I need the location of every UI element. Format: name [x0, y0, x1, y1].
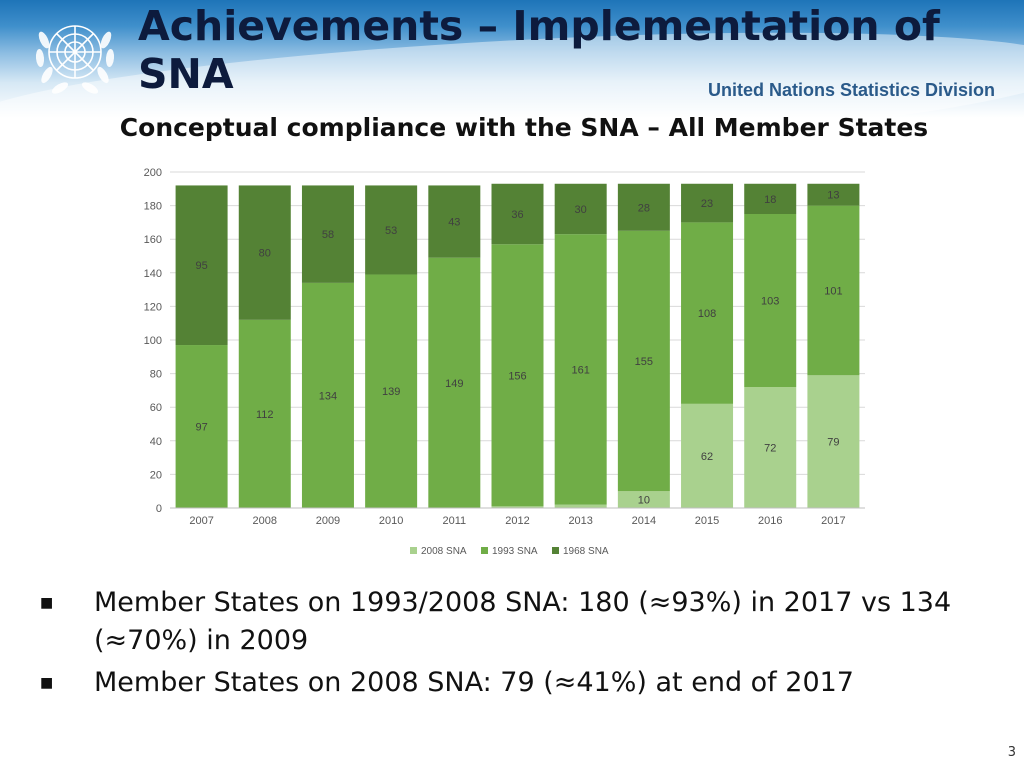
data-label: 28	[638, 202, 650, 214]
data-label: 30	[575, 204, 587, 216]
x-tick-label: 2016	[758, 515, 782, 527]
chart-title: Conceptual compliance with the SNA – All…	[119, 113, 929, 142]
y-tick-label: 120	[144, 301, 162, 313]
y-tick-label: 180	[144, 201, 162, 213]
y-tick-label: 0	[156, 503, 162, 515]
bar-1993-sna	[175, 345, 228, 508]
data-label: 36	[511, 209, 523, 221]
data-label: 134	[319, 390, 337, 402]
bar-1993-sna	[554, 234, 607, 505]
x-tick-label: 2012	[505, 515, 529, 527]
data-label: 13	[827, 190, 839, 202]
bullet-square-icon: ■	[40, 595, 54, 611]
data-label: 10	[638, 495, 650, 507]
bar-1993-sna	[807, 205, 860, 376]
bar-1993-sna	[238, 319, 291, 508]
bar-1968-sna	[428, 185, 481, 258]
bar-1968-sna	[491, 183, 544, 245]
bar-1968-sna	[681, 183, 734, 223]
y-tick-label: 20	[150, 469, 162, 481]
data-label: 53	[385, 225, 397, 237]
x-tick-label: 2007	[189, 515, 213, 527]
data-label: 43	[448, 217, 460, 229]
bar-1968-sna	[301, 185, 354, 283]
bar-1968-sna	[807, 183, 860, 206]
legend-label: 1993 SNA	[492, 546, 538, 557]
data-label: 139	[382, 386, 400, 398]
bar-1993-sna	[491, 244, 544, 507]
x-tick-label: 2011	[442, 515, 466, 527]
y-tick-label: 200	[144, 167, 162, 179]
header-band	[0, 0, 1024, 118]
bar-1993-sna	[428, 257, 481, 508]
data-label: 79	[827, 437, 839, 449]
data-label: 103	[761, 296, 779, 308]
legend-label: 1968 SNA	[563, 546, 609, 557]
bar-2008-sna	[554, 504, 607, 508]
bar-1993-sna	[744, 214, 797, 388]
bullet-item: ■ Member States on 1993/2008 SNA: 180 (≈…	[40, 584, 1010, 660]
data-label: 97	[195, 422, 207, 434]
bar-2008-sna	[491, 506, 544, 508]
y-tick-label: 40	[150, 436, 162, 448]
data-label: 23	[701, 198, 713, 210]
y-tick-label: 100	[144, 335, 162, 347]
bar-1993-sna	[365, 274, 418, 508]
legend-swatch	[481, 547, 488, 554]
organization-name: United Nations Statistics Division	[708, 80, 996, 100]
data-label: 18	[764, 194, 776, 206]
bullet-text: Member States on 2008 SNA: 79 (≈41%) at …	[94, 667, 854, 698]
y-tick-label: 160	[144, 234, 162, 246]
x-tick-label: 2015	[695, 515, 719, 527]
y-tick-label: 60	[150, 402, 162, 414]
data-label: 62	[701, 451, 713, 463]
bar-1993-sna	[617, 230, 670, 492]
bullet-item: ■ Member States on 2008 SNA: 79 (≈41%) a…	[40, 664, 1010, 702]
slide-title: Achievements – Implementation of SNA	[138, 2, 940, 98]
data-label: 112	[256, 409, 274, 421]
data-label: 58	[322, 229, 334, 241]
data-label: 149	[445, 378, 463, 390]
bullet-square-icon: ■	[40, 675, 54, 691]
bullet-text: Member States on 1993/2008 SNA: 180 (≈93…	[94, 587, 952, 656]
bar-2008-sna	[617, 491, 670, 508]
un-emblem-icon	[35, 25, 115, 94]
data-label: 155	[635, 356, 653, 368]
bar-2008-sna	[807, 375, 860, 508]
x-tick-label: 2009	[316, 515, 340, 527]
bar-1993-sna	[681, 222, 734, 404]
bar-1968-sna	[744, 183, 797, 214]
bar-1968-sna	[554, 183, 607, 235]
data-label: 161	[572, 364, 590, 376]
data-label: 101	[824, 285, 842, 297]
y-tick-label: 80	[150, 369, 162, 381]
bar-1968-sna	[175, 185, 228, 346]
bar-1968-sna	[238, 185, 291, 320]
x-tick-label: 2010	[379, 515, 403, 527]
legend-label: 2008 SNA	[421, 546, 467, 557]
data-label: 72	[764, 443, 776, 455]
legend-swatch	[410, 547, 417, 554]
bar-1968-sna	[365, 185, 418, 275]
x-tick-label: 2014	[632, 515, 656, 527]
bar-2008-sna	[744, 387, 797, 508]
bullet-list: ■ Member States on 1993/2008 SNA: 180 (≈…	[40, 584, 1010, 706]
bar-1968-sna	[617, 183, 670, 231]
data-label: 80	[259, 248, 271, 260]
page-number: 3	[1007, 745, 1016, 760]
x-tick-label: 2013	[568, 515, 592, 527]
data-label: 95	[195, 260, 207, 272]
bar-2008-sna	[681, 403, 734, 508]
x-tick-label: 2008	[253, 515, 277, 527]
stacked-bar-chart: 0 20 40 60 80 100 120 140 160 180 200 97 95 2007 112 80…	[144, 167, 865, 557]
x-tick-label: 2017	[821, 515, 845, 527]
data-label: 108	[698, 308, 716, 320]
bar-1993-sna	[301, 282, 354, 508]
data-label: 156	[508, 370, 526, 382]
legend-swatch	[552, 547, 559, 554]
y-tick-label: 140	[144, 268, 162, 280]
